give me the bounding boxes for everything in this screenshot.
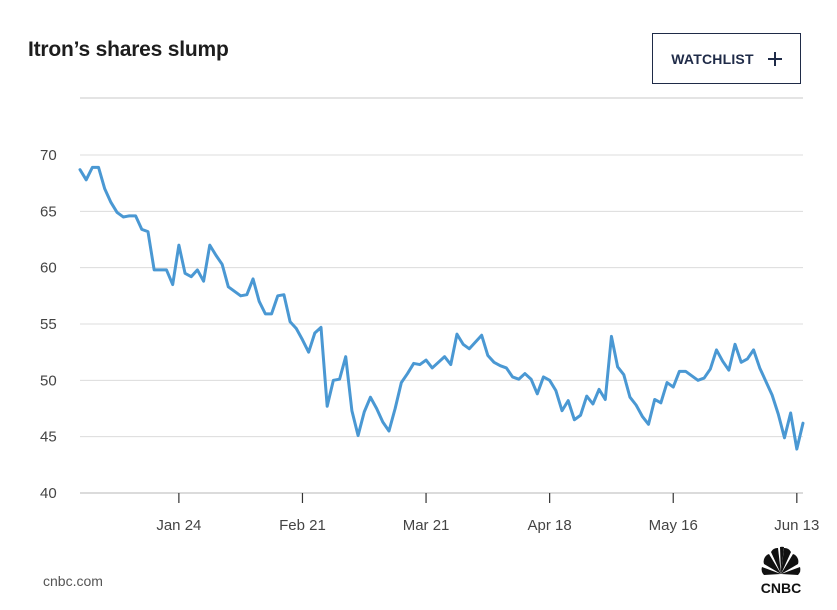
y-tick-label: 65: [40, 203, 57, 220]
line-chart: 40 45 50 55 60 65 70 Jan 24 Feb 21 Mar 21 Apr 18 M…: [40, 97, 819, 534]
x-tick-label: Mar 21: [403, 517, 450, 534]
y-tick-label: 55: [40, 316, 57, 333]
y-tick-label: 50: [40, 372, 57, 389]
grid-lines: [80, 97, 803, 438]
series-layer: [78, 165, 805, 451]
watchlist-label: WATCHLIST: [671, 50, 754, 67]
y-axis-ticks: 40 45 50 55 60 65 70: [40, 147, 57, 502]
plus-icon: [767, 51, 782, 66]
chart-title: Itron’s shares slump: [28, 38, 229, 61]
x-tick-label: May 16: [649, 517, 698, 534]
x-tick-label: Feb 21: [279, 517, 326, 534]
x-tick-label: Apr 18: [528, 517, 572, 534]
y-tick-label: 70: [40, 147, 57, 164]
nbc-peacock-logo: CNBC: [761, 546, 801, 596]
x-axis: Jan 24 Feb 21 Mar 21 Apr 18 May 16 Jun 13: [80, 492, 819, 534]
watchlist-button[interactable]: WATCHLIST: [652, 33, 801, 84]
series-line-0: [78, 165, 805, 451]
y-tick-label: 40: [40, 485, 57, 502]
source-label: cnbc.com: [43, 573, 103, 589]
x-tick-label: Jun 13: [774, 517, 819, 534]
x-tick-label: Jan 24: [156, 517, 201, 534]
logo-text: CNBC: [761, 580, 801, 596]
y-tick-label: 45: [40, 429, 57, 446]
y-tick-label: 60: [40, 260, 57, 277]
